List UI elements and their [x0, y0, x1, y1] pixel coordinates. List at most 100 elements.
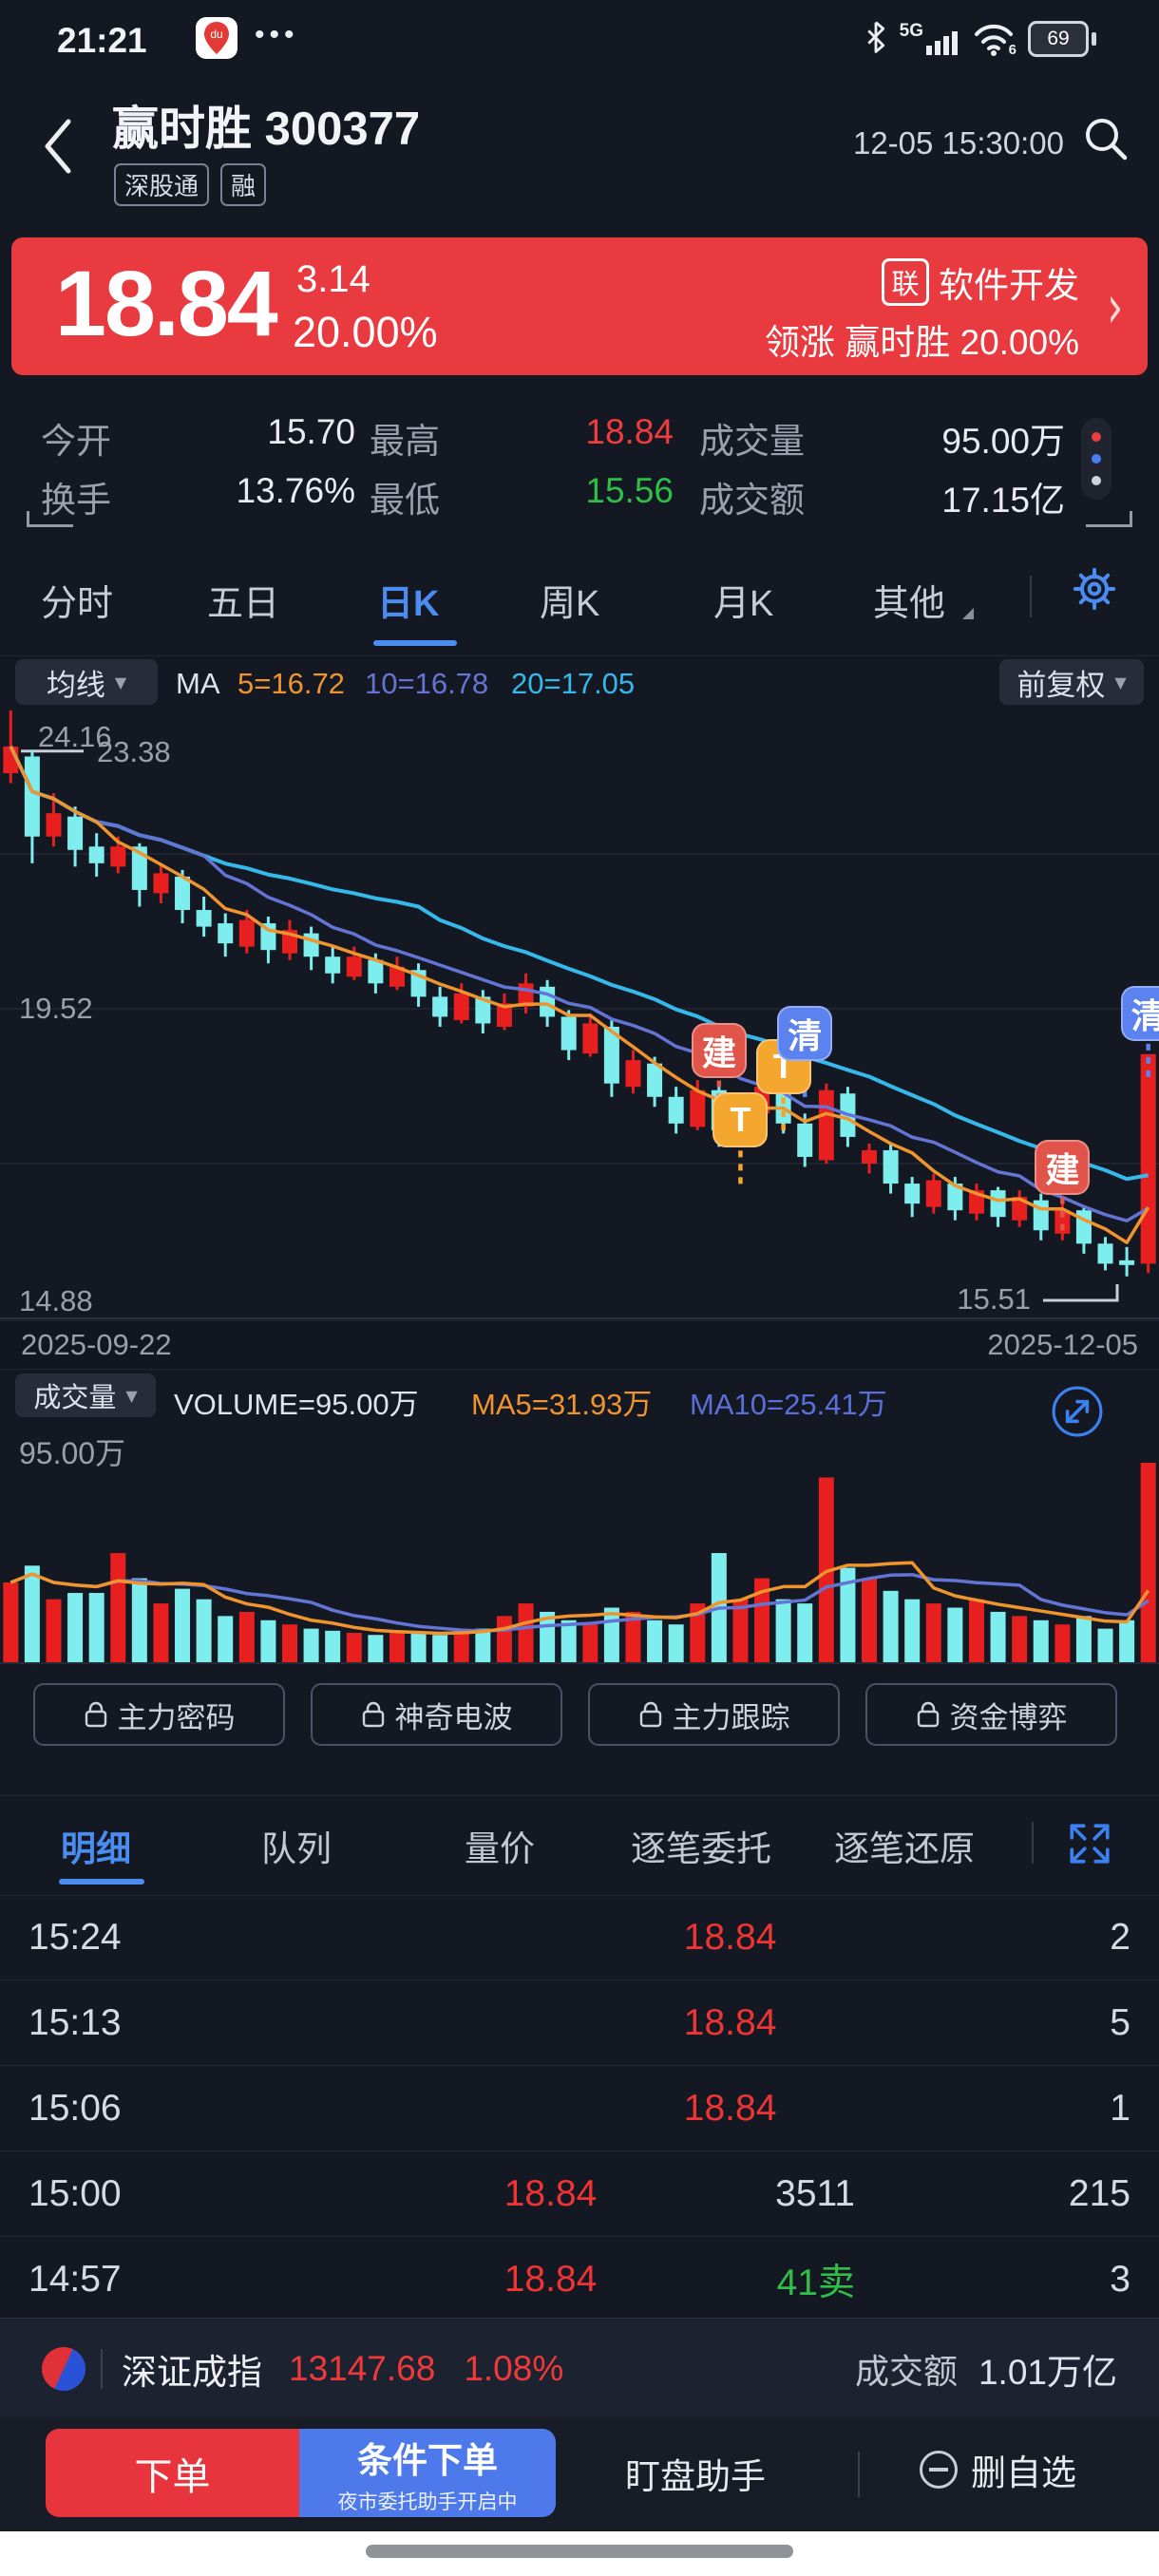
index-bar[interactable]: 深证成指 13147.68 1.08% 成交额 1.01万亿: [0, 2318, 1159, 2418]
volume-ma10: MA10=25.41万: [690, 1388, 887, 1421]
trade-time: 15:06: [28, 2087, 122, 2129]
trade-row: 15:00 18.84 3511 215: [0, 2150, 1159, 2236]
expand-chart-icon[interactable]: [1051, 1385, 1104, 1446]
sector-badge: 联: [882, 258, 929, 306]
monitor-assistant-button[interactable]: 盯盘助手: [625, 2457, 766, 2496]
volume-value: VOLUME=95.00万: [174, 1388, 419, 1421]
trade-row: 14:57 18.84 41卖 3: [0, 2236, 1159, 2321]
ma-selector[interactable]: 均线 ▼: [15, 659, 158, 705]
trade-marker-badge[interactable]: T: [712, 1092, 769, 1148]
trade-marker-badge[interactable]: 清: [1120, 985, 1159, 1041]
chevron-right-icon: ›: [1107, 271, 1123, 342]
place-order-button[interactable]: 下单: [46, 2429, 299, 2517]
trade-marker-badge[interactable]: 清: [777, 1005, 833, 1061]
clock: 21:21: [57, 21, 147, 60]
stat-label: 今开: [41, 422, 111, 461]
trade-marker-badge[interactable]: 建: [1035, 1139, 1091, 1195]
index-change-pct: 1.08%: [464, 2348, 564, 2388]
volume-ma5: MA5=31.93万: [471, 1388, 653, 1421]
price-change-pct: 20.00%: [293, 308, 438, 356]
trade-time: 15:00: [28, 2172, 122, 2214]
tabs-divider: [1030, 576, 1032, 617]
ma10-value: 10=16.78: [365, 667, 489, 700]
tool-button-label: 主力密码: [117, 1700, 236, 1734]
volume-scale-label: 95.00万: [19, 1436, 126, 1470]
trade-marker-badge[interactable]: 建: [691, 1022, 747, 1078]
stat-value: 15.70: [267, 412, 355, 451]
stat-value: 18.84: [585, 412, 674, 451]
period-tab-6[interactable]: 其他: [873, 584, 946, 624]
tool-button-4[interactable]: 资金博弈: [865, 1683, 1117, 1746]
trade-price: 18.84: [683, 2001, 777, 2043]
tab-caret-icon: [962, 608, 974, 619]
quote-stats: 今开 15.70 最高 18.84 成交量 95.00万 换手 13.76% 最低 15.56 成交…: [0, 380, 1159, 541]
ma5-value: 5=16.72: [238, 667, 345, 700]
bottom-action-bar: 下单 条件下单 夜市委托助手开启中 盯盘助手 删自选: [0, 2417, 1159, 2531]
detail-tab-2[interactable]: 队列: [261, 1829, 332, 1868]
adjust-selector[interactable]: 前复权 ▼: [999, 659, 1144, 705]
trade-count: 215: [1068, 2172, 1130, 2214]
analysis-tools: 主力密码 神奇电波 主力跟踪 资金博弈: [0, 1667, 1159, 1796]
trade-volume: 41卖: [776, 2262, 855, 2303]
trade-price: 18.84: [683, 2087, 777, 2129]
tool-button-2[interactable]: 神奇电波: [311, 1683, 562, 1746]
trade-price: 18.84: [504, 2172, 598, 2214]
stock-tags: 深股通融: [114, 163, 267, 206]
axis-label-low: 14.88: [19, 1284, 93, 1317]
battery-icon: 69: [1028, 21, 1096, 57]
back-button[interactable]: [40, 118, 74, 180]
detail-tab-3[interactable]: 量价: [465, 1829, 535, 1868]
trade-time: 15:24: [28, 1916, 122, 1958]
volume-chart[interactable]: 95.00万: [0, 1430, 1159, 1667]
status-bar: 21:21 du ••• 5G: [0, 0, 1159, 76]
quote-menu-button[interactable]: [1081, 418, 1112, 500]
period-tab-5[interactable]: 月K: [713, 584, 774, 624]
divider: [858, 2452, 860, 2497]
detail-tab-5[interactable]: 逐笔还原: [834, 1829, 975, 1868]
stat-label: 成交额: [699, 481, 805, 520]
detail-tabs: 明细 队列 量价 逐笔委托 逐笔还原: [0, 1795, 1159, 1896]
trade-time: 15:13: [28, 2001, 122, 2043]
stock-header: 赢时胜 300377 深股通融 12-05 15:30:00: [0, 76, 1159, 228]
stock-tag: 深股通: [114, 163, 210, 206]
stat-value: 17.15亿: [941, 481, 1065, 520]
sector-leader: 领涨 赢时胜 20.00%: [764, 323, 1079, 362]
price-banner[interactable]: 18.84 3.14 20.00% 联 软件开发 领涨 赢时胜 20.00% ›: [11, 237, 1148, 375]
fullscreen-icon[interactable]: [1066, 1820, 1113, 1872]
period-tab-3[interactable]: 日K: [377, 584, 440, 624]
ma-label: MA: [176, 667, 220, 700]
gear-icon[interactable]: [1070, 564, 1119, 618]
trade-row: 15:24 18.84 2: [0, 1895, 1159, 1979]
period-tab-1[interactable]: 分时: [41, 584, 114, 624]
search-icon[interactable]: [1079, 112, 1132, 170]
stat-label: 最高: [370, 422, 440, 461]
ref-price-label: 23.38: [97, 735, 171, 768]
detail-tab-4[interactable]: 逐笔委托: [631, 1829, 771, 1868]
ma20-value: 20=17.05: [511, 667, 636, 700]
svg-text:du: du: [210, 28, 222, 41]
volume-selector[interactable]: 成交量 ▼: [15, 1373, 156, 1417]
period-tab-2[interactable]: 五日: [207, 584, 280, 624]
conditional-order-button[interactable]: 条件下单 夜市委托助手开启中: [299, 2429, 556, 2517]
active-tab-underline: [373, 640, 457, 646]
tool-button-label: 资金博弈: [949, 1700, 1068, 1734]
frame-corner-right: [1086, 511, 1132, 527]
detail-tab-1[interactable]: 明细: [61, 1829, 131, 1868]
stat-value: 13.76%: [236, 471, 356, 510]
wifi-icon: 6: [973, 20, 1016, 58]
period-tabs: 分时 五日 日K 周K 月K 其他: [0, 541, 1159, 656]
trade-price: 18.84: [683, 1916, 777, 1958]
tool-button-3[interactable]: 主力跟踪: [588, 1683, 840, 1746]
date-end: 2025-12-05: [987, 1328, 1138, 1361]
date-axis: 2025-09-22 2025-12-05: [0, 1320, 1159, 1370]
sector-name: 软件开发: [939, 266, 1079, 305]
period-tab-4[interactable]: 周K: [540, 584, 600, 624]
home-indicator[interactable]: [366, 2545, 793, 2558]
stock-title: 赢时胜 300377: [112, 104, 421, 155]
remove-watchlist-button[interactable]: 删自选: [920, 2444, 1076, 2495]
frame-corner-left: [27, 511, 73, 527]
tool-button-1[interactable]: 主力密码: [33, 1683, 285, 1746]
quote-timestamp: 12-05 15:30:00: [852, 125, 1064, 161]
